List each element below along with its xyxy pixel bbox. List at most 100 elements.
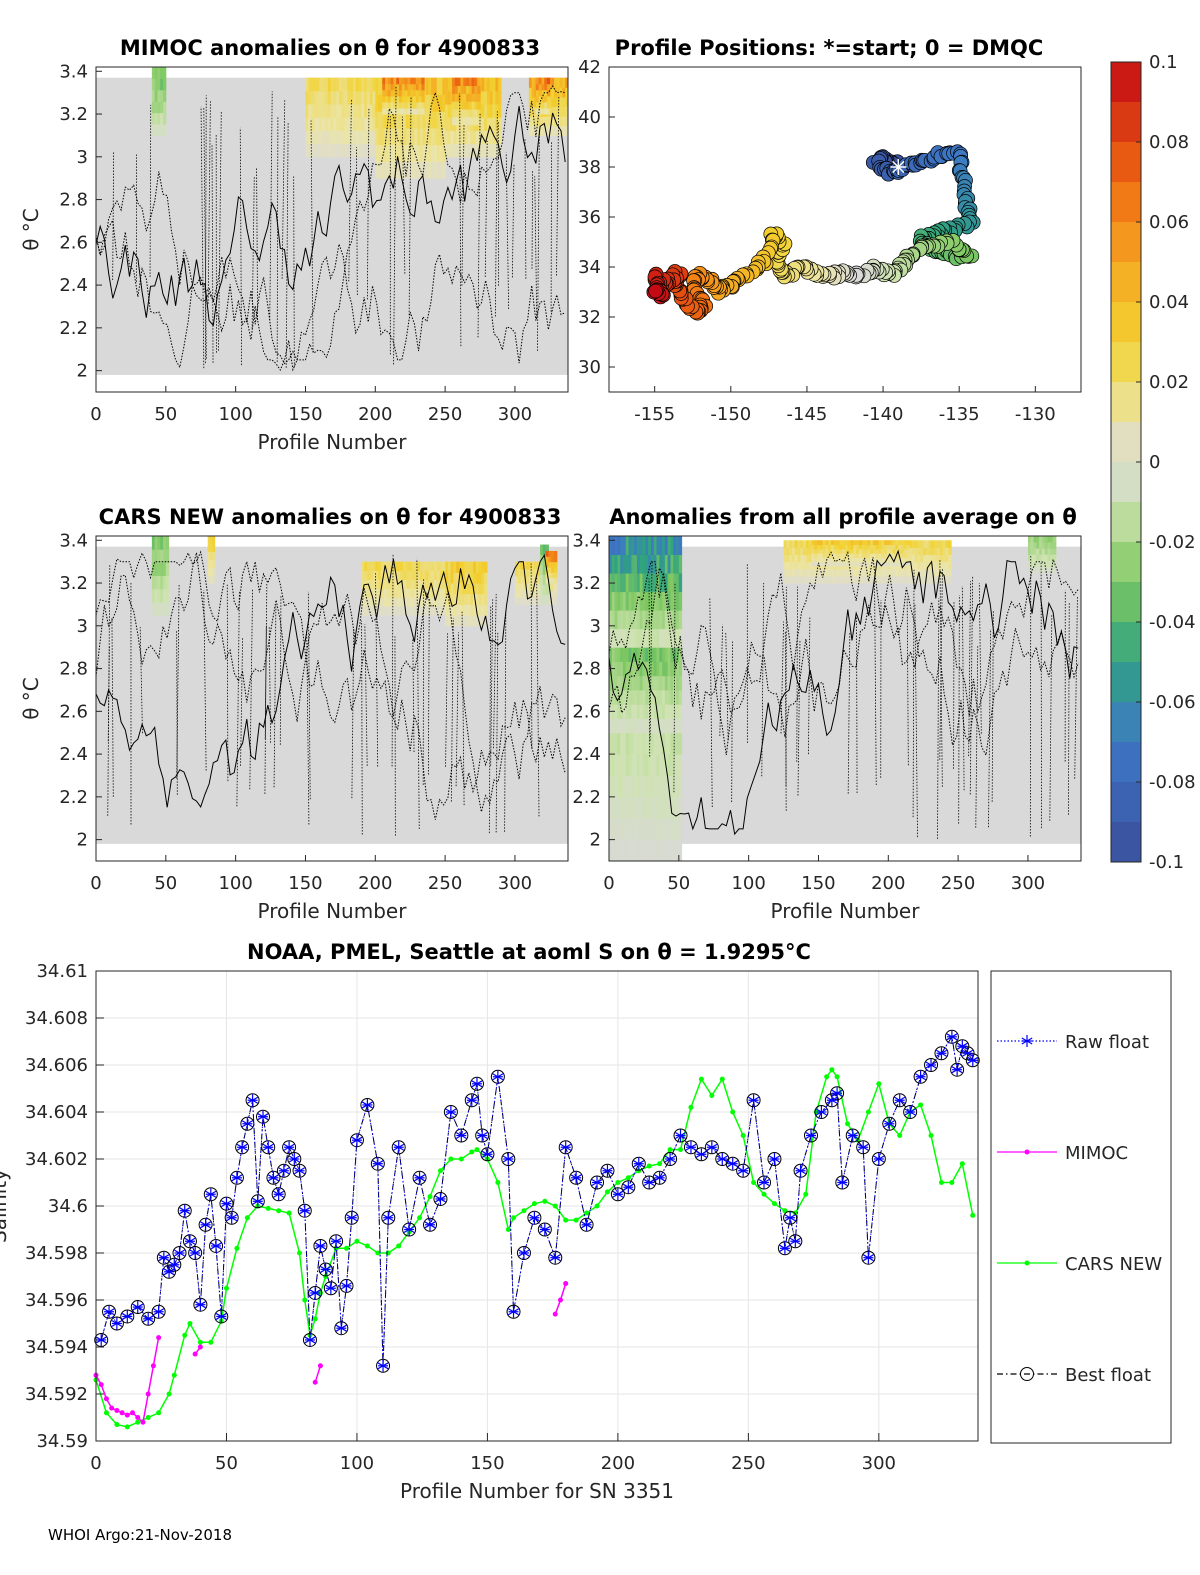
anomaly-cell (825, 561, 829, 567)
best-float-point (652, 1170, 667, 1185)
anomaly-cell (419, 144, 424, 162)
anomaly-cell (341, 143, 346, 158)
anomaly-cell (656, 818, 660, 841)
anomaly-cell (847, 575, 852, 584)
anomaly-cell (889, 568, 893, 577)
anomaly-cell (833, 575, 838, 584)
anomaly-cell (614, 775, 618, 798)
anomaly-cell (895, 568, 899, 577)
anomaly-cell (341, 77, 346, 92)
anomaly-cell (408, 144, 413, 162)
anomaly-cell (457, 109, 461, 118)
anomaly-cell (545, 116, 549, 127)
contour-line (95, 550, 566, 820)
anomaly-cell (439, 606, 443, 616)
anomaly-cell (406, 606, 410, 616)
anomaly-cell (456, 130, 460, 145)
anomaly-cell (417, 111, 421, 129)
anomaly-cell (889, 540, 893, 546)
anomaly-cell (445, 604, 449, 616)
anomaly-cell (460, 109, 464, 118)
best-float-point (266, 1170, 281, 1185)
anomaly-cell (410, 77, 414, 85)
colorbar-segment (1111, 582, 1141, 623)
anomaly-cell (645, 647, 649, 662)
anomaly-cell (492, 143, 496, 158)
anomaly-cell (487, 143, 491, 158)
anomaly-cell (923, 561, 927, 570)
anomaly-cell (631, 661, 635, 677)
anomaly-cell (889, 544, 893, 550)
anomaly-cell (836, 568, 840, 577)
anomaly-cell (428, 94, 432, 112)
anomaly-cell (447, 593, 452, 605)
anomaly-cell (547, 107, 551, 115)
anomaly-cell (1047, 536, 1051, 543)
anomaly-cell (369, 606, 373, 616)
anomaly-cell (636, 689, 641, 705)
profile-positions-panel: -155 -150 -145 -140 -135 -13030323436384042Pr… (578, 36, 1082, 425)
anomaly-cell (545, 594, 549, 605)
anomaly-cell (347, 130, 351, 145)
raw-float-line (100, 1035, 974, 1366)
anomaly-cell (842, 561, 846, 567)
anomaly-cell (319, 104, 323, 118)
anomaly-cell (937, 554, 941, 563)
anomaly-cell (478, 593, 482, 605)
anomaly-cell (327, 90, 332, 105)
anomaly-cell (850, 557, 854, 563)
anomaly-cell (473, 583, 477, 595)
anomaly-cell (867, 540, 871, 546)
anomaly-cell (617, 573, 621, 593)
anomaly-cell (397, 144, 401, 162)
cars-new-point (417, 1215, 423, 1221)
anomaly-cell (313, 143, 318, 158)
anomaly-cell (393, 107, 397, 115)
anomaly-cell (431, 597, 435, 607)
anomaly-cell (386, 588, 390, 598)
anomaly-cell (836, 575, 840, 584)
anomaly-cell (664, 754, 669, 776)
contour-streak (969, 576, 974, 795)
best-float-point (704, 1140, 719, 1155)
anomaly-cell (463, 101, 467, 110)
y-tick-label: 3.2 (59, 573, 88, 594)
anomaly-cell (617, 718, 621, 734)
anomaly-cell (678, 628, 683, 648)
anomaly-cell (436, 579, 441, 589)
anomaly-cell (160, 89, 164, 102)
anomaly-cell (642, 573, 646, 593)
anomaly-cell (667, 689, 671, 705)
y-tick-label: 34.592 (25, 1384, 88, 1405)
anomaly-cell (639, 718, 644, 734)
anomaly-cell (867, 553, 871, 558)
y-tick-label: 2.2 (59, 318, 88, 339)
anomaly-cell (678, 573, 683, 593)
anomaly-cell (452, 101, 456, 110)
anomaly-cell (212, 536, 216, 545)
anomaly-cell (631, 647, 635, 662)
anomaly-cell (419, 597, 424, 607)
anomaly-cell (454, 116, 459, 126)
anomaly-cell (380, 111, 385, 129)
anomaly-cell (786, 540, 790, 548)
best-float-point (892, 1093, 907, 1108)
cars-new-point (928, 1133, 934, 1138)
anomaly-cell (825, 575, 829, 584)
anomaly-cell (676, 591, 680, 611)
anomaly-cell (870, 540, 874, 546)
anomaly-cell (870, 568, 874, 577)
y-tick-label: 2.2 (572, 787, 601, 808)
anomaly-cell (364, 606, 368, 616)
anomaly-cell (392, 144, 396, 162)
best-float-point (516, 1246, 531, 1260)
anomaly-cell (380, 161, 385, 179)
anomaly-cell (540, 544, 544, 556)
anomaly-cell (477, 116, 481, 126)
best-float-point (683, 1140, 698, 1155)
contour-streak (422, 579, 425, 785)
anomaly-cell (856, 568, 860, 577)
anomaly-cell (484, 90, 488, 105)
anomaly-cell (861, 553, 866, 558)
best-float-point (924, 1058, 939, 1072)
